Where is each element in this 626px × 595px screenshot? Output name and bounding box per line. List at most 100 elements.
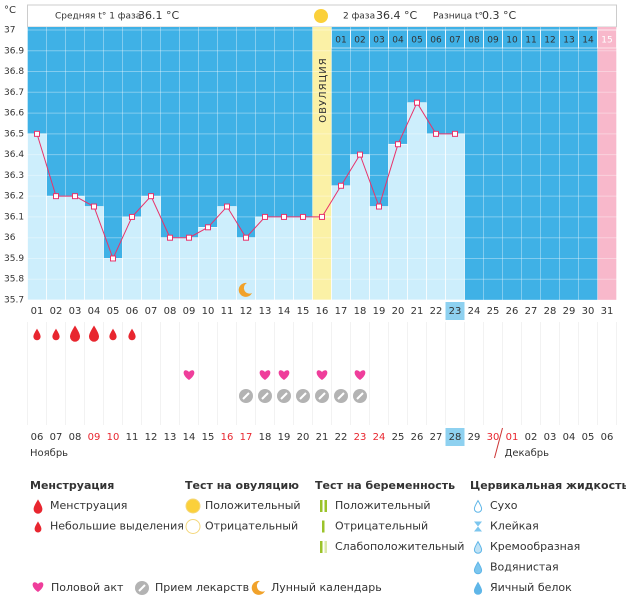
date-label: 11: [126, 432, 139, 443]
temp-bar: [46, 195, 66, 301]
y-tick-label: 36.9: [4, 46, 24, 56]
date-label: 08: [69, 432, 82, 443]
temp-bar: [407, 102, 427, 301]
legend-drop: [33, 499, 43, 514]
legend-item: Слабоположительный: [335, 540, 464, 553]
menstruation-light: [52, 328, 60, 341]
medication-icon: [239, 389, 253, 403]
diff-label: Разница t°: [433, 12, 483, 22]
day-label: 23: [449, 306, 462, 317]
menstruation-heavy: [70, 325, 80, 342]
menstruation-light: [33, 328, 41, 341]
date-label: 27: [430, 432, 443, 443]
pill-slash: [318, 392, 326, 400]
date-label: 21: [316, 432, 329, 443]
phase2-day-label: 12: [544, 36, 555, 46]
pill-slash: [356, 392, 364, 400]
day-label: 01: [31, 306, 44, 317]
pill-slash: [299, 392, 307, 400]
date-label: 13: [164, 432, 177, 443]
temp-point: [433, 130, 439, 137]
legend-bar: [320, 500, 323, 512]
legend-item: Прием лекарств: [155, 581, 249, 594]
temp-point: [243, 234, 249, 241]
date-label: 14: [183, 432, 196, 443]
legend-fluid: [473, 540, 483, 554]
date-label: 06: [31, 432, 44, 443]
today-highlight: [445, 302, 465, 320]
temp-bar: [160, 237, 180, 301]
phase2-day-label: 10: [506, 36, 518, 46]
medication-icon: [334, 389, 348, 403]
legend-title: Тест на овуляцию: [185, 479, 299, 492]
legend-bar: [324, 541, 327, 553]
day-label: 20: [392, 306, 405, 317]
pill-slash: [280, 392, 288, 400]
phase2-day-label: 04: [392, 36, 404, 46]
day-label: 19: [373, 306, 386, 317]
day-label: 25: [487, 306, 500, 317]
temp-point: [281, 213, 287, 220]
legend-item: Положительный: [205, 499, 301, 512]
temp-point: [72, 193, 78, 200]
pill-slash: [138, 584, 146, 592]
y-tick-label: 36.2: [4, 192, 24, 202]
legend-heart: [32, 582, 44, 592]
temp-point: [452, 130, 458, 137]
temp-point: [319, 213, 325, 220]
moon-icon: [238, 282, 252, 297]
moon-shape: [251, 580, 265, 595]
diff-value: 0.3 °C: [482, 9, 516, 22]
pill-slash: [242, 392, 250, 400]
legend-item: Менструация: [50, 499, 127, 512]
y-tick-label: 36.8: [4, 67, 24, 77]
temp-bar: [217, 206, 237, 301]
date-label: 19: [278, 432, 291, 443]
temp-point: [186, 234, 192, 241]
date-label: 03: [544, 432, 557, 443]
medication-icon: [277, 389, 291, 403]
legend-bar: [324, 500, 327, 512]
y-tick-label: 36.6: [4, 109, 24, 119]
day-label: 29: [563, 306, 576, 317]
legend-item: Небольшие выделения: [50, 520, 184, 533]
day-label: 09: [183, 306, 196, 317]
y-tick-label: 36.5: [4, 129, 24, 139]
legend-fluid: [473, 499, 483, 513]
phase2-day-label: 15: [601, 36, 612, 46]
date-label: 01: [506, 432, 519, 443]
date-label: 26: [411, 432, 424, 443]
legend-title: Цервикальная жидкость: [470, 479, 626, 492]
date-label: 12: [145, 432, 158, 443]
y-tick-label: 35.7: [4, 296, 24, 306]
legend-item: Половой акт: [51, 581, 124, 594]
temp-point: [148, 193, 154, 200]
phase2-day-label: 02: [354, 36, 365, 46]
temp-bar: [84, 206, 104, 301]
date-label: 02: [525, 432, 538, 443]
date-label: 17: [240, 432, 253, 443]
legend-circle: [185, 498, 201, 514]
pill-slash: [337, 392, 345, 400]
legend-fluid: [474, 521, 482, 532]
day-label: 24: [468, 306, 481, 317]
temp-bar: [198, 227, 218, 301]
day-label: 07: [145, 306, 158, 317]
legend-circle: [185, 519, 201, 534]
temp-bar: [331, 185, 351, 301]
pill-slash: [261, 392, 269, 400]
phase2-day-cell: [597, 29, 617, 49]
y-tick-label: 36.3: [4, 171, 24, 181]
today-date-highlight: [445, 428, 465, 446]
day-label: 17: [335, 306, 348, 317]
temp-point: [262, 213, 268, 220]
day-label: 26: [506, 306, 519, 317]
legend-item: Отрицательный: [205, 520, 298, 533]
date-label: 10: [107, 432, 120, 443]
day-label: 06: [126, 306, 139, 317]
menstruation-heavy: [89, 325, 100, 342]
month-label: Декабрь: [505, 448, 550, 459]
menstruation-light: [109, 328, 117, 341]
date-label: 25: [392, 432, 405, 443]
